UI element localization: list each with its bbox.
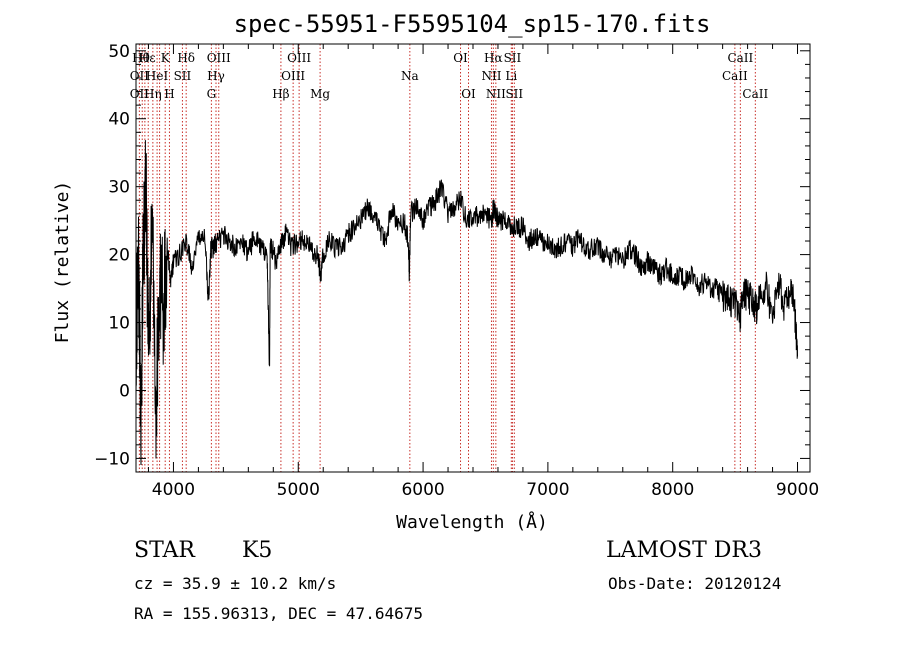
redshift-cz: cz = 35.9 ± 10.2 km/s	[134, 574, 337, 593]
spectral-line-label-2: K	[161, 51, 171, 65]
x-axis-label: Wavelength (Å)	[396, 511, 548, 533]
spectral-line-label-15: NII	[481, 69, 501, 83]
y-axis-label: Flux (relative)	[52, 181, 73, 344]
spectral-line-label-1: Hε	[139, 51, 156, 65]
spectral-line-label-6: OI	[453, 51, 468, 65]
spectral-line-label-25: OI	[461, 87, 476, 101]
plot-frame	[135, 43, 811, 473]
spectral-line-label-21: H	[164, 87, 174, 101]
spectral-line-label-11: HeI	[146, 69, 169, 83]
x-tick-label-3: 7000	[526, 480, 569, 500]
spectral-line-label-5: OIII	[287, 51, 311, 65]
spectral-line-label-23: Hβ	[272, 87, 289, 101]
spectral-line-label-28: CaII	[742, 87, 768, 101]
chart-title: spec-55951-F5595104_sp15-170.fits	[234, 10, 711, 38]
spectral-line-label-19: OII	[130, 87, 150, 101]
spectral-line-label-0: Hθ	[132, 51, 150, 65]
spectral-line-label-24: Mg	[310, 87, 330, 101]
spectral-line-label-4: OIII	[207, 51, 231, 65]
x-tick-label-0: 4000	[152, 480, 195, 500]
y-tick-label-6: 50	[108, 42, 130, 62]
ra-dec: RA = 155.96313, DEC = 47.64675	[134, 604, 423, 623]
flux-series-line	[135, 140, 798, 466]
spectral-line-label-9: CaII	[727, 51, 753, 65]
object-class: STAR	[134, 538, 195, 563]
spectral-line-label-26: NII	[486, 87, 506, 101]
object-subclass: K5	[242, 538, 273, 563]
x-tick-label-1: 5000	[277, 480, 320, 500]
obs-date: Obs-Date: 20120124	[608, 574, 782, 593]
spectral-line-label-13: Hγ	[207, 69, 225, 83]
spectral-line-label-16: Li	[505, 69, 517, 83]
spectral-line-label-12: SII	[174, 69, 192, 83]
y-tick-label-0: −10	[94, 449, 130, 469]
y-tick-label-5: 40	[108, 110, 130, 130]
x-tick-label-4: 8000	[651, 480, 694, 500]
y-tick-label-2: 10	[108, 314, 130, 334]
spectral-line-label-20: Hη	[144, 87, 162, 101]
y-tick-label-4: 30	[108, 178, 130, 198]
y-tick-label-3: 20	[108, 246, 130, 266]
survey-name: LAMOST DR3	[606, 538, 762, 563]
y-tick-label-1: 0	[119, 381, 130, 401]
spectral-line-label-10: OII	[130, 69, 150, 83]
spectral-line-label-3: Hδ	[177, 51, 195, 65]
spectral-line-label-27: SII	[505, 87, 523, 101]
spectral-line-label-8: SII	[504, 51, 522, 65]
spectral-line-label-7: Hα	[484, 51, 503, 65]
x-tick-label-2: 6000	[401, 480, 444, 500]
spectral-line-label-17: CaII	[722, 69, 748, 83]
spectral-line-label-14: OIII	[281, 69, 305, 83]
x-tick-label-5: 9000	[776, 480, 819, 500]
spectral-line-label-22: G	[207, 87, 217, 101]
spectral-line-label-18: Na	[401, 69, 419, 83]
